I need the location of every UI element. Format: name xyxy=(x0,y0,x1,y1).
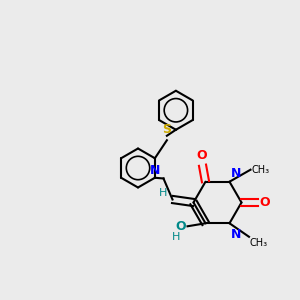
Text: O: O xyxy=(176,220,186,233)
Text: N: N xyxy=(231,228,242,241)
Text: S: S xyxy=(162,123,171,136)
Text: O: O xyxy=(260,196,270,209)
Text: CH₃: CH₃ xyxy=(250,238,268,248)
Text: CH₃: CH₃ xyxy=(251,165,269,175)
Text: H: H xyxy=(159,188,167,198)
Text: H: H xyxy=(172,232,180,242)
Text: O: O xyxy=(196,149,207,162)
Text: N: N xyxy=(231,167,242,180)
Text: N: N xyxy=(150,164,160,177)
